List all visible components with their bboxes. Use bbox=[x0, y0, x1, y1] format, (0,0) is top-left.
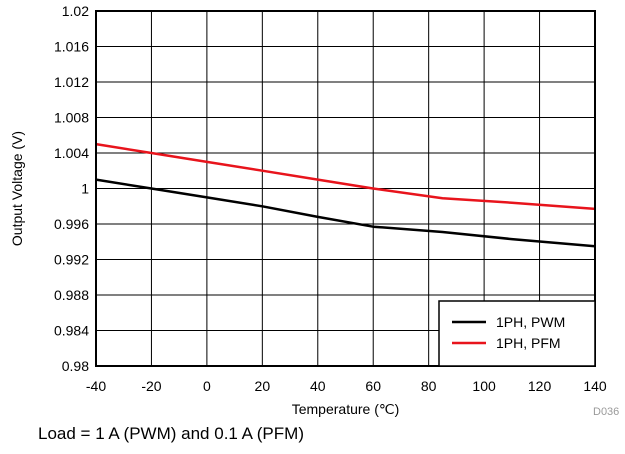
figure-caption: Load = 1 A (PWM) and 0.1 A (PFM) bbox=[38, 424, 304, 443]
y-tick-label: 0.996 bbox=[54, 216, 89, 232]
x-axis-label: Temperature (℃) bbox=[292, 401, 400, 417]
y-tick-label: 1.016 bbox=[54, 39, 89, 55]
y-tick-labels: 0.98 0.984 0.988 0.992 0.996 1 1.004 1.008 1.012… bbox=[54, 3, 89, 374]
x-tick-label: 80 bbox=[421, 378, 437, 394]
y-tick-label: 1.008 bbox=[54, 110, 89, 126]
y-tick-label: 1.02 bbox=[62, 3, 89, 19]
figure-id: D036 bbox=[593, 406, 620, 418]
x-tick-label: 100 bbox=[472, 378, 496, 394]
y-tick-label: 0.984 bbox=[54, 323, 89, 339]
plot-frame bbox=[95, 10, 596, 367]
y-tick-label: 0.988 bbox=[54, 287, 89, 303]
legend: 1PH, PWM 1PH, PFM bbox=[438, 300, 596, 367]
series-line-2 bbox=[95, 142, 596, 211]
x-tick-labels: -40 -20 0 20 40 60 80 100 120 140 bbox=[86, 378, 607, 394]
x-tick-label: 0 bbox=[203, 378, 211, 394]
legend-box bbox=[438, 300, 596, 367]
legend-label-2: 1PH, PFM bbox=[496, 335, 561, 351]
y-tick-label: 0.98 bbox=[62, 358, 89, 374]
x-tick-label: -40 bbox=[86, 378, 106, 394]
x-tick-label: 140 bbox=[583, 378, 607, 394]
grid bbox=[96, 11, 595, 366]
line-chart: 0.98 0.984 0.988 0.992 0.996 1 1.004 1.008 1.012… bbox=[9, 3, 607, 417]
y-axis-label: Output Voltage (V) bbox=[9, 131, 25, 246]
y-tick-label: 1.012 bbox=[54, 74, 89, 90]
y-tick-label: 0.992 bbox=[54, 252, 89, 268]
series-layer bbox=[95, 142, 596, 248]
legend-label-1: 1PH, PWM bbox=[496, 314, 565, 330]
x-tick-label: 120 bbox=[528, 378, 552, 394]
x-tick-label: 20 bbox=[255, 378, 271, 394]
y-tick-label: 1.004 bbox=[54, 145, 89, 161]
x-tick-label: -20 bbox=[141, 378, 161, 394]
x-tick-label: 60 bbox=[365, 378, 381, 394]
y-tick-label: 1 bbox=[81, 181, 89, 197]
x-tick-label: 40 bbox=[310, 378, 326, 394]
series-line-1 bbox=[95, 178, 596, 248]
